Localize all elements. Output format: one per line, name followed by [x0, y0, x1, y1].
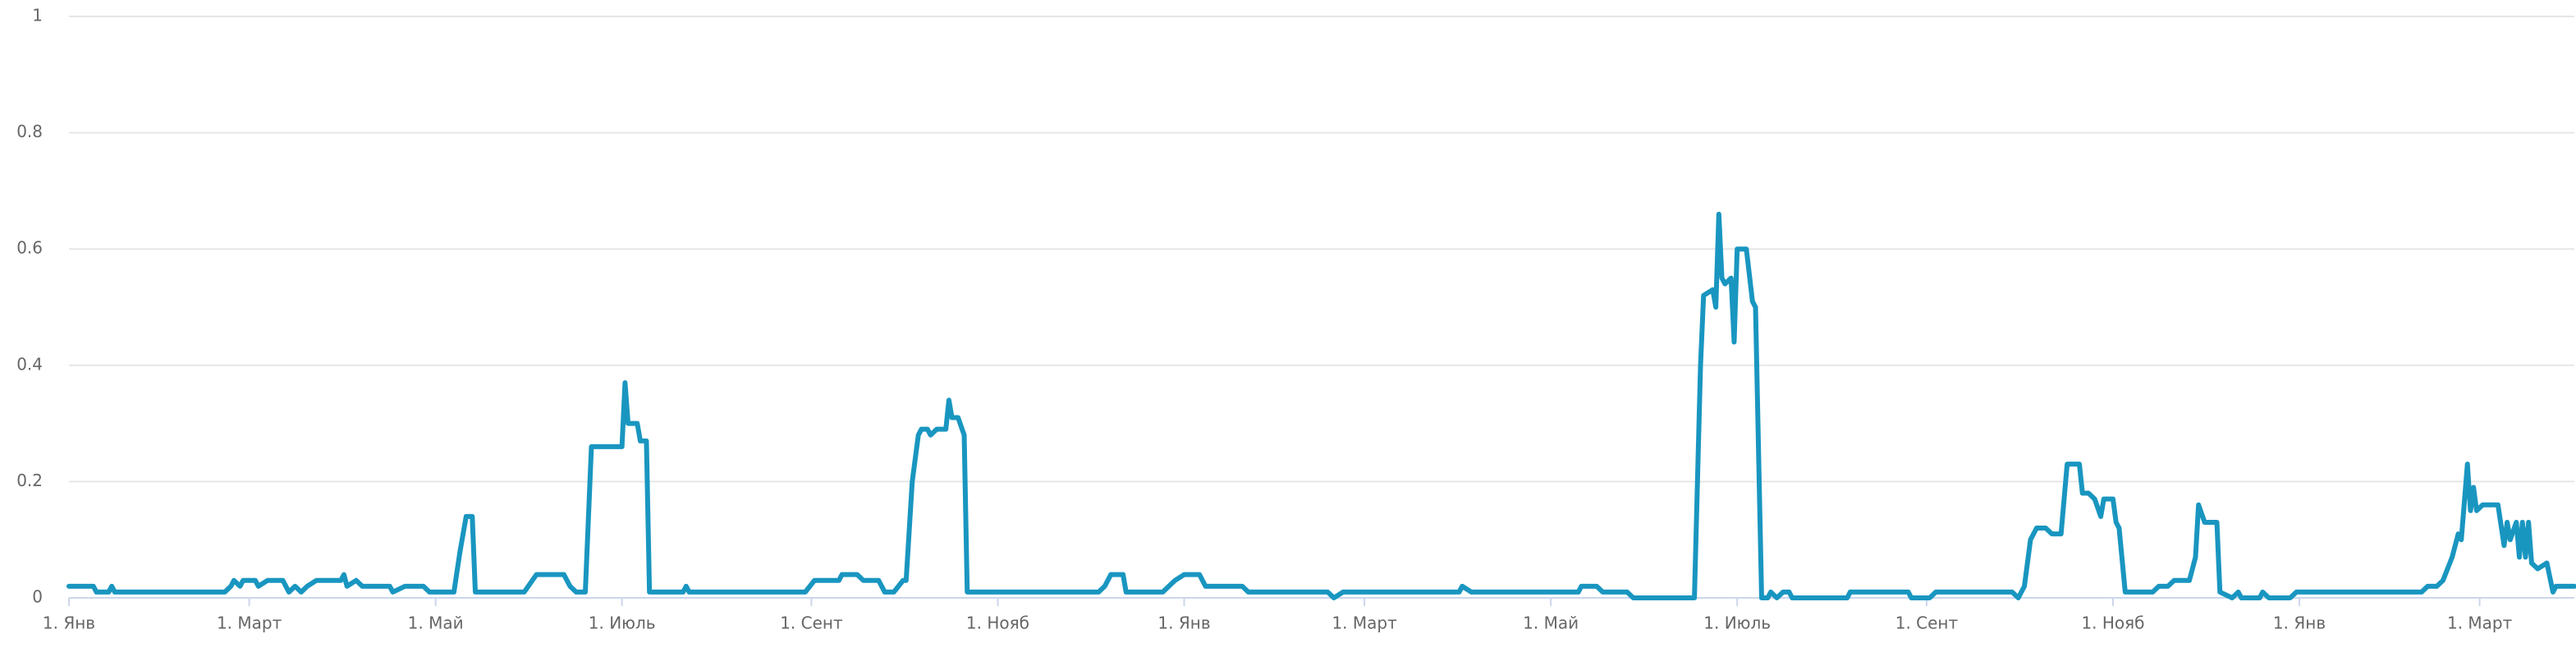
x-tick-label: 1. Март — [1332, 613, 1397, 633]
x-tick-label: 1. Янв — [43, 613, 95, 633]
x-tick-label: 1. Нояб — [2081, 613, 2144, 633]
x-tick-label: 1. Март — [217, 613, 282, 633]
y-tick-label: 1 — [32, 6, 43, 25]
x-tick-label: 1. Июль — [1703, 613, 1771, 633]
x-tick-label: 1. Март — [2447, 613, 2513, 633]
y-tick-label: 0 — [32, 587, 43, 607]
y-tick-label: 0.2 — [16, 471, 43, 490]
x-tick-label: 1. Май — [408, 613, 464, 633]
series-line — [66, 211, 2576, 600]
x-tick-label: 1. Нояб — [966, 613, 1029, 633]
x-tick-label: 1. Янв — [1157, 613, 1210, 633]
x-tick-label: 1. Сент — [780, 613, 843, 633]
y-tick-label: 0.4 — [16, 354, 43, 374]
x-tick-label: 1. Июль — [589, 613, 656, 633]
y-tick-label: 0.6 — [16, 238, 43, 258]
x-tick-label: 1. Сент — [1895, 613, 1959, 633]
y-tick-label: 0.8 — [16, 122, 43, 141]
x-tick-label: 1. Янв — [2273, 613, 2326, 633]
x-tick-label: 1. Май — [1523, 613, 1579, 633]
